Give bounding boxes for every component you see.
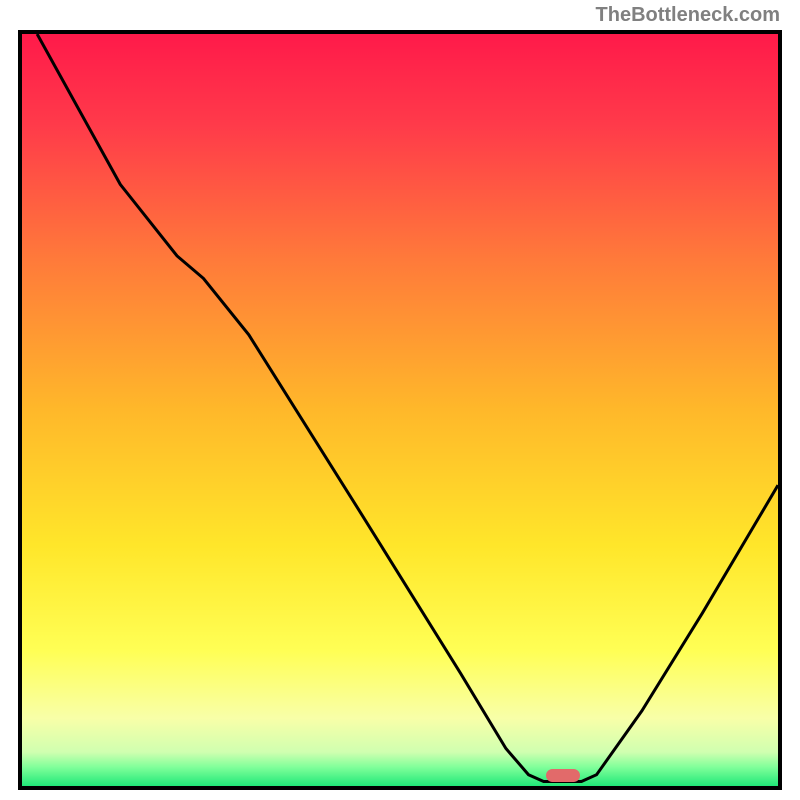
bottleneck-curve (22, 34, 778, 786)
optimal-point-marker (546, 769, 580, 782)
chart-frame (18, 30, 782, 790)
watermark-text: TheBottleneck.com (596, 4, 780, 27)
